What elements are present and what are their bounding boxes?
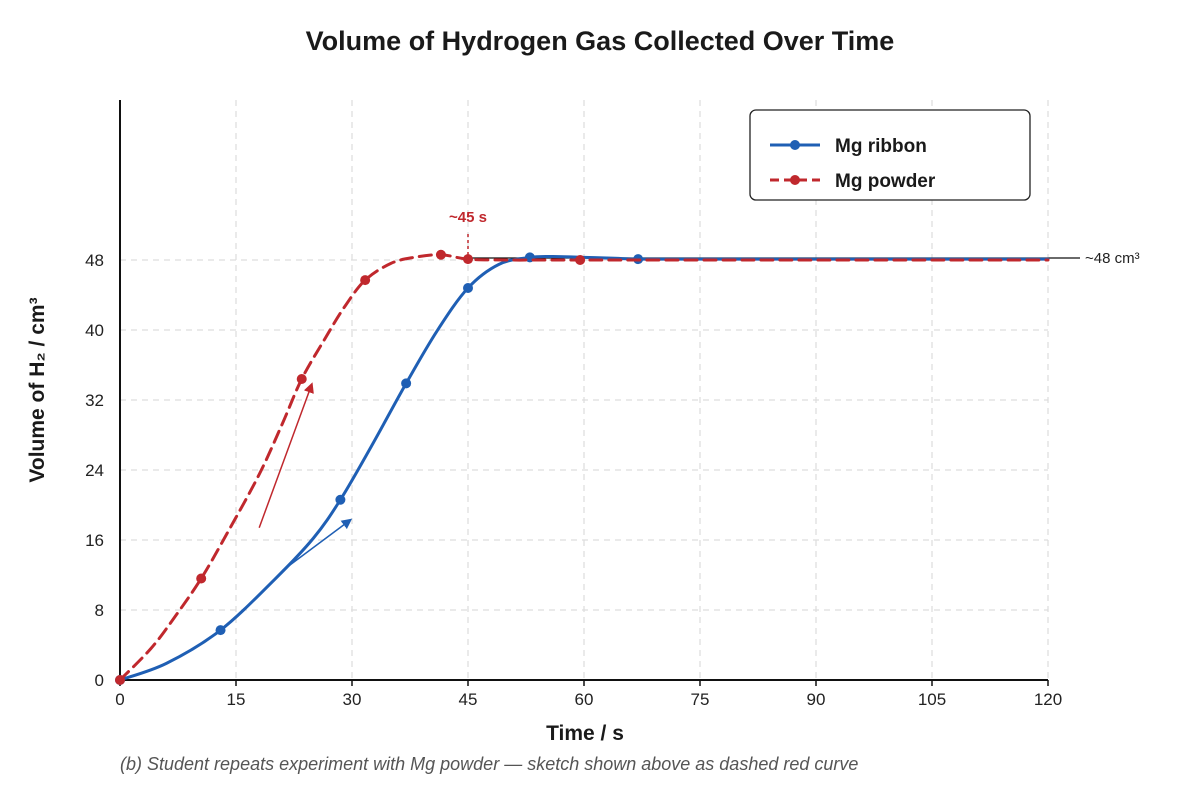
legend-marker-mg-ribbon xyxy=(790,140,800,150)
x-tick-label: 105 xyxy=(918,690,946,709)
y-tick-label: 16 xyxy=(85,531,104,550)
data-point-mg-ribbon xyxy=(215,625,226,636)
data-point-mg-ribbon xyxy=(463,283,473,293)
series-line-mg-powder xyxy=(118,253,1050,682)
y-tick-label: 0 xyxy=(95,671,104,690)
x-axis-ticks: 0 15 30 45 60 75 90 105 120 xyxy=(115,680,1062,709)
legend: Mg ribbon Mg powder xyxy=(749,109,1031,201)
y-tick-label: 24 xyxy=(85,461,104,480)
x-tick-label: 0 xyxy=(115,690,124,709)
data-point-mg-powder xyxy=(115,675,125,685)
data-point-mg-powder xyxy=(360,275,371,286)
data-point-mg-powder xyxy=(196,573,207,584)
data-point-mg-ribbon xyxy=(335,494,346,505)
x-tick-label: 45 xyxy=(459,690,478,709)
chart-title: Volume of Hydrogen Gas Collected Over Ti… xyxy=(306,26,895,56)
legend-marker-mg-powder xyxy=(790,175,800,185)
data-point-mg-ribbon xyxy=(401,378,412,389)
data-point-mg-powder xyxy=(296,374,307,384)
time-marker-label: ~45 s xyxy=(449,209,487,226)
x-axis-label: Time / s xyxy=(546,722,624,745)
y-tick-label: 48 xyxy=(85,251,104,270)
y-tick-label: 40 xyxy=(85,321,104,340)
caption: (b) Student repeats experiment with Mg p… xyxy=(120,754,858,774)
y-tick-label: 32 xyxy=(85,391,104,410)
legend-label-mg-ribbon: Mg ribbon xyxy=(835,136,927,157)
x-tick-label: 90 xyxy=(807,690,826,709)
data-point-mg-powder xyxy=(575,255,586,265)
x-tick-label: 75 xyxy=(691,690,710,709)
data-point-mg-powder xyxy=(435,249,446,260)
y-axis-ticks: 0 8 16 24 32 40 48 xyxy=(85,251,104,690)
y-axis-label: Volume of H₂ / cm³ xyxy=(26,297,49,482)
x-tick-label: 120 xyxy=(1034,690,1062,709)
x-tick-label: 15 xyxy=(227,690,246,709)
plateau-label: ~48 cm³ xyxy=(1085,250,1140,267)
legend-box xyxy=(749,109,1031,201)
y-tick-label: 8 xyxy=(95,601,104,620)
legend-label-mg-powder: Mg powder xyxy=(835,171,936,192)
series-group xyxy=(115,249,1050,685)
powder-gradient-arrow xyxy=(258,382,314,529)
x-tick-label: 30 xyxy=(343,690,362,709)
data-point-mg-powder xyxy=(463,254,473,265)
x-tick-label: 60 xyxy=(575,690,594,709)
